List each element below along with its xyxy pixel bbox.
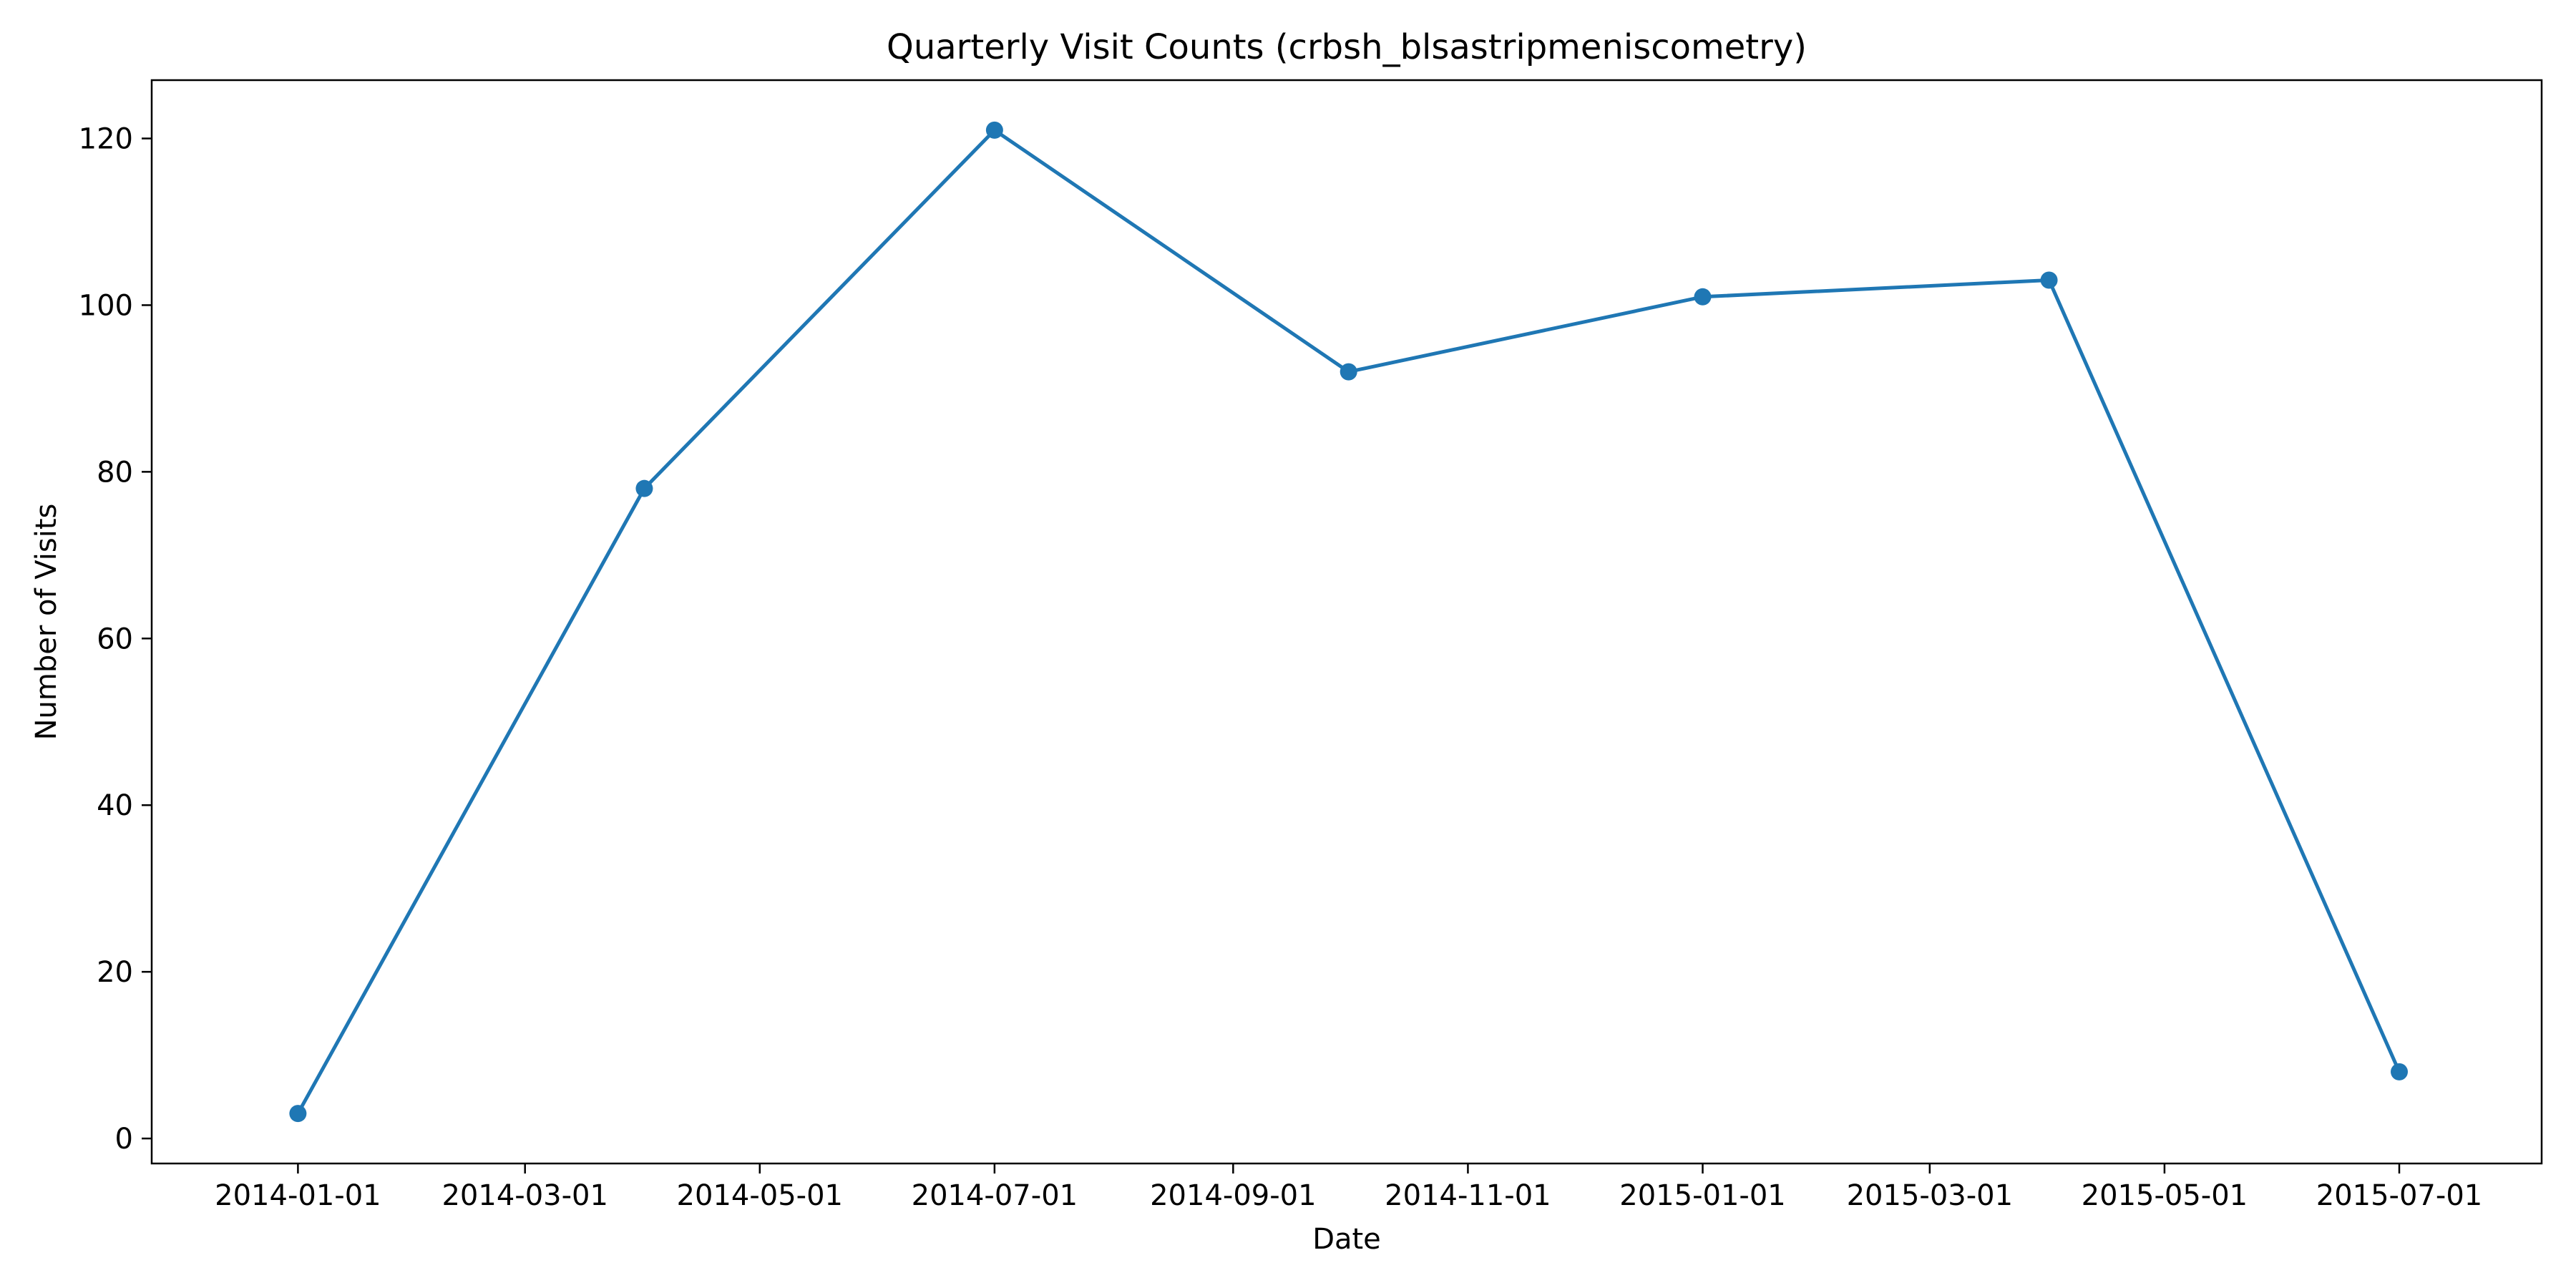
x-axis-label: Date bbox=[1312, 1223, 1381, 1256]
data-point bbox=[635, 479, 653, 497]
data-point bbox=[2390, 1063, 2408, 1080]
y-tick-label: 60 bbox=[97, 623, 133, 655]
series-layer bbox=[289, 121, 2408, 1123]
y-tick-label: 20 bbox=[97, 956, 133, 989]
data-point bbox=[985, 121, 1003, 139]
x-tick-label: 2015-05-01 bbox=[2082, 1179, 2248, 1212]
data-point bbox=[1694, 288, 1712, 306]
x-tick-label: 2015-03-01 bbox=[1847, 1179, 2013, 1212]
x-tick-label: 2014-11-01 bbox=[1385, 1179, 1551, 1212]
y-tick-label: 0 bbox=[115, 1123, 133, 1156]
chart-title: Quarterly Visit Counts (crbsh_blsastripm… bbox=[887, 27, 1807, 67]
y-tick-label: 100 bbox=[79, 289, 133, 322]
x-axis-ticks: 2014-01-01 2014-03-01 2014-05-01 2014-07-01… bbox=[215, 1163, 2482, 1212]
y-tick-label: 80 bbox=[97, 456, 133, 489]
data-point bbox=[289, 1105, 307, 1123]
x-tick-label: 2015-01-01 bbox=[1619, 1179, 1785, 1212]
x-tick-label: 2014-09-01 bbox=[1150, 1179, 1316, 1212]
x-tick-label: 2015-07-01 bbox=[2316, 1179, 2482, 1212]
x-tick-label: 2014-03-01 bbox=[441, 1179, 608, 1212]
x-tick-label: 2014-01-01 bbox=[215, 1179, 381, 1212]
data-point bbox=[2040, 271, 2058, 289]
y-tick-label: 40 bbox=[97, 789, 133, 822]
axes-frame bbox=[150, 79, 2543, 1165]
x-tick-label: 2014-05-01 bbox=[677, 1179, 843, 1212]
data-point bbox=[1340, 363, 1357, 381]
y-axis-label: Number of Visits bbox=[30, 504, 63, 741]
x-tick-label: 2014-07-01 bbox=[912, 1179, 1078, 1212]
y-axis-ticks: 0 20 40 60 80 100 120 bbox=[79, 123, 152, 1156]
y-tick-label: 120 bbox=[79, 123, 133, 156]
